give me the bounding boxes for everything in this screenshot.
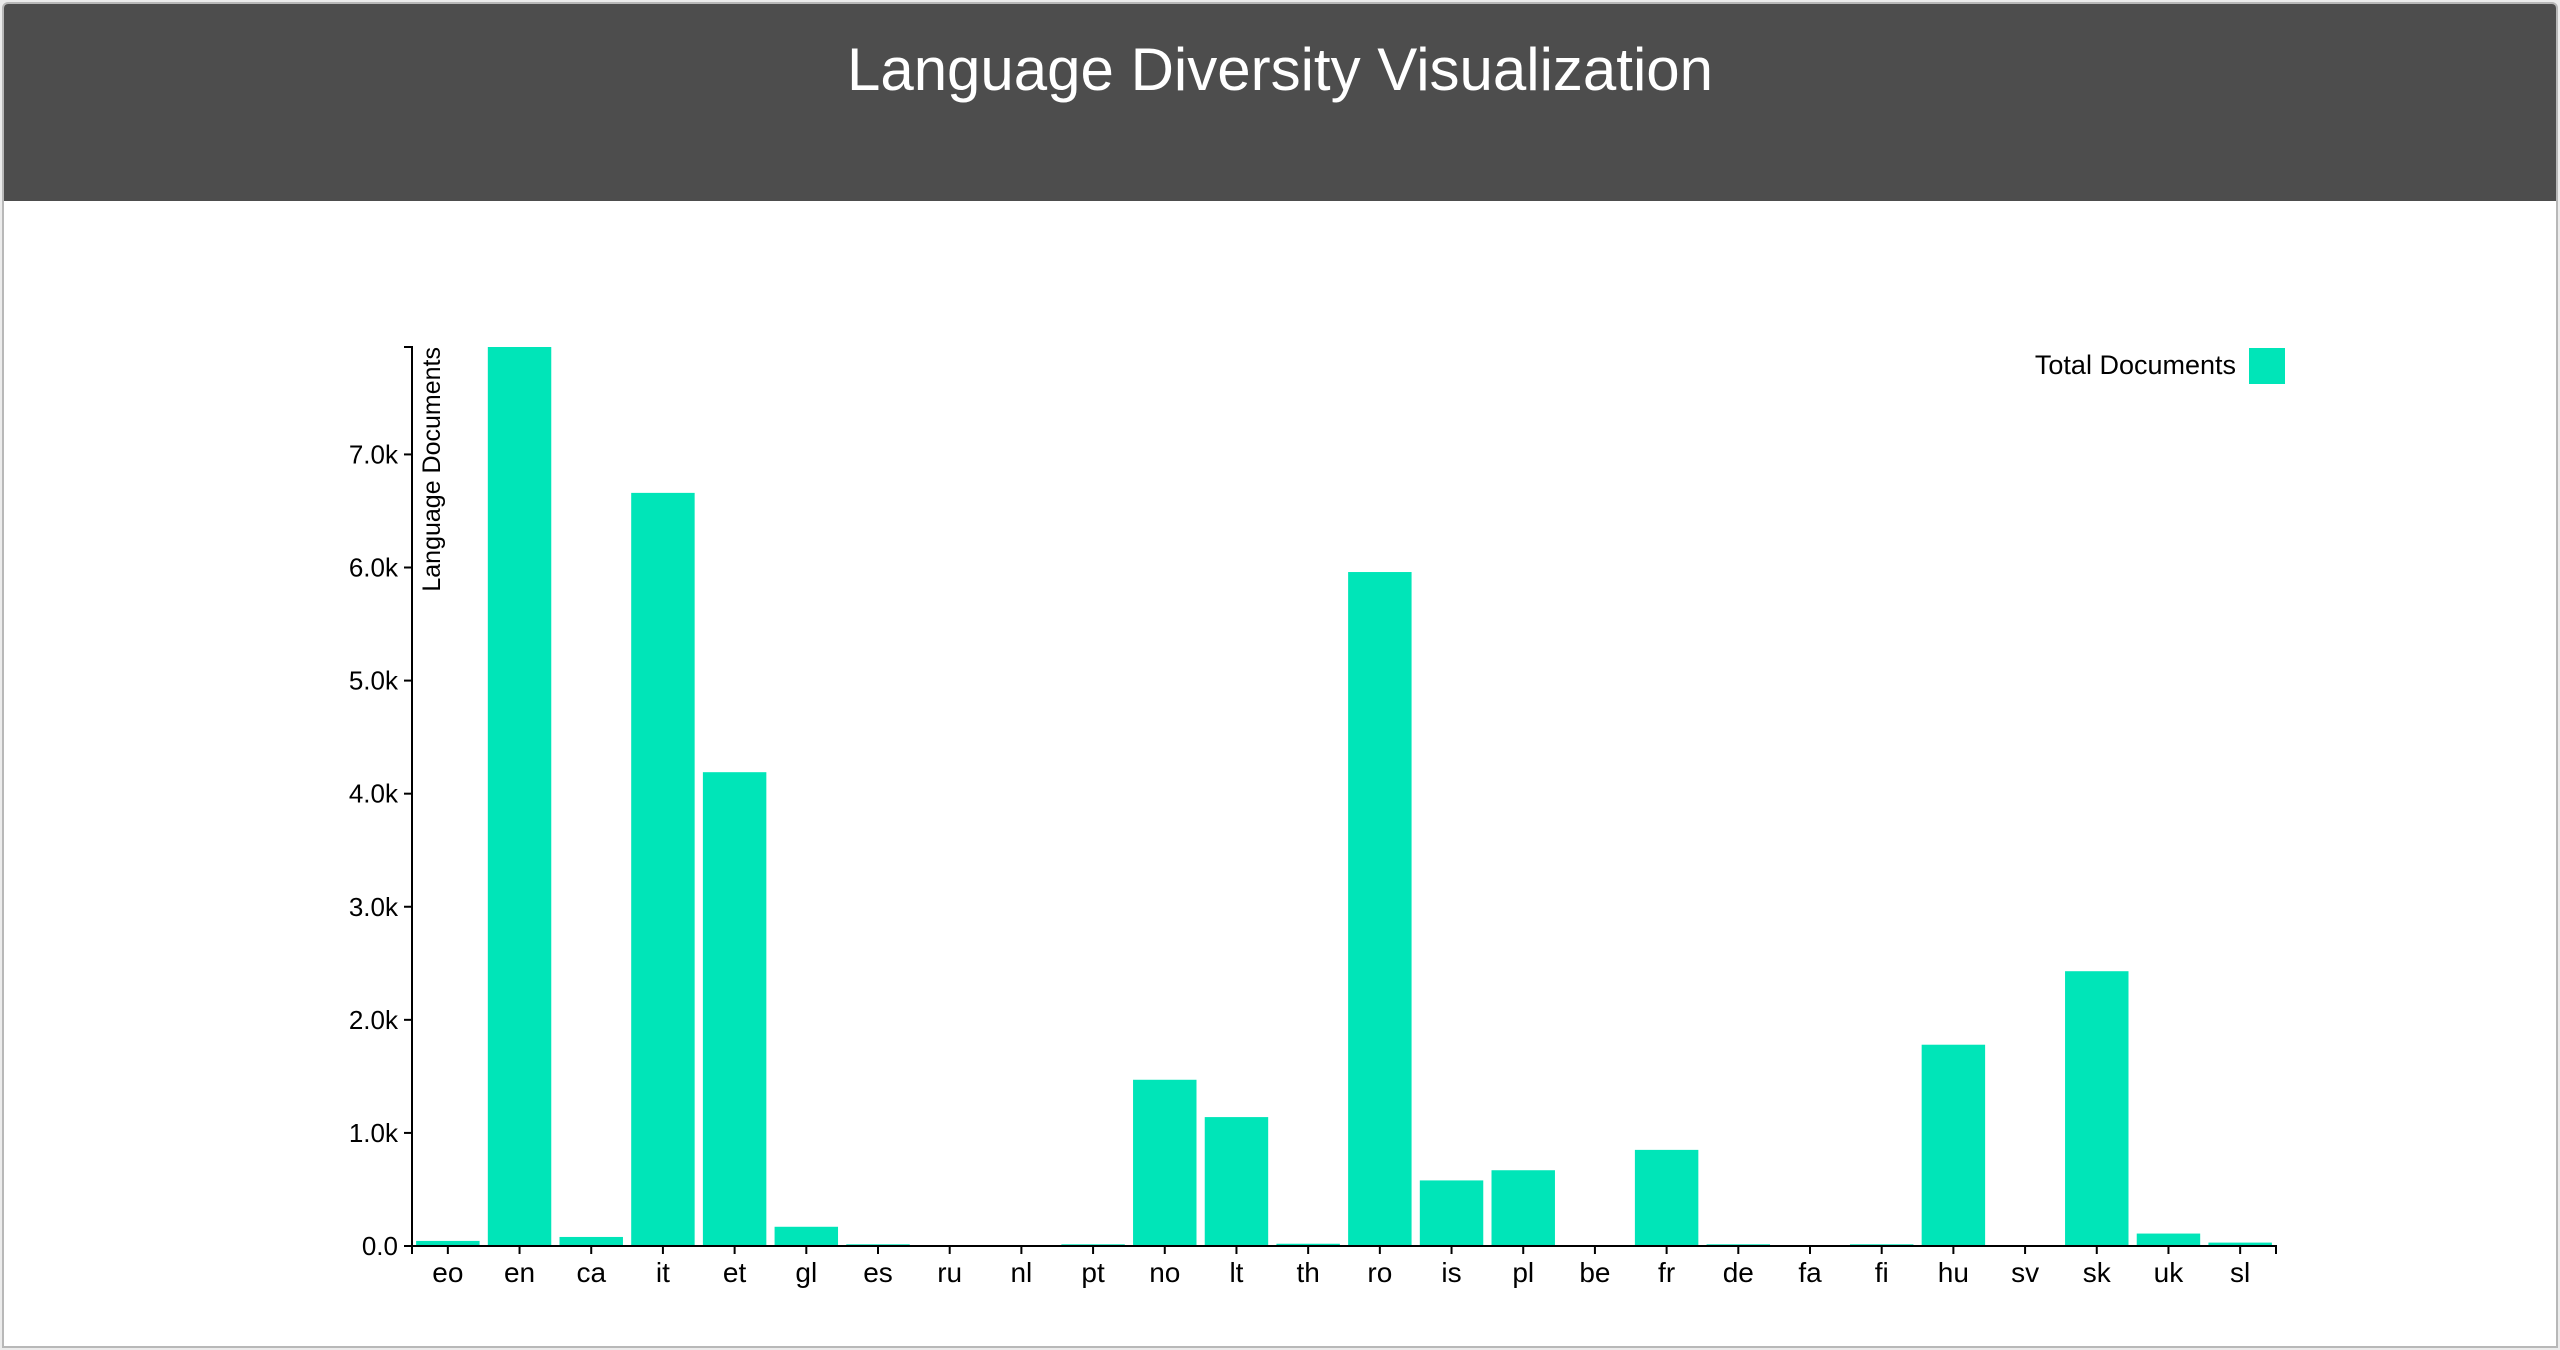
y-tick-label: 3.0k xyxy=(349,892,399,922)
x-tick-label-sv: sv xyxy=(2011,1257,2039,1288)
bar-et[interactable] xyxy=(702,772,767,1246)
bar-no[interactable] xyxy=(1133,1079,1197,1246)
x-tick-label-it: it xyxy=(656,1257,670,1288)
bar-chart: 0.0 1.0k 2.0k 3.0k 4.0k 5.0k 6.0k 7.0k eo en ca it… xyxy=(349,346,2285,1288)
bar-is[interactable] xyxy=(1419,1180,1484,1246)
x-tick-label-no: no xyxy=(1149,1257,1180,1288)
x-tick-label-fi: fi xyxy=(1875,1257,1889,1288)
x-tick-label-is: is xyxy=(1441,1257,1461,1288)
bar-sl[interactable] xyxy=(2208,1242,2272,1246)
bar-eo[interactable] xyxy=(416,1240,480,1246)
x-tick-label-ru: ru xyxy=(937,1257,962,1288)
y-axis-label: Language Documents xyxy=(418,347,446,592)
x-tick-label-ca: ca xyxy=(576,1257,606,1288)
x-tick-label-es: es xyxy=(863,1257,893,1288)
bar-uk[interactable] xyxy=(2136,1233,2201,1246)
bar-pl[interactable] xyxy=(1491,1170,1555,1246)
x-tick-label-ro: ro xyxy=(1367,1257,1392,1288)
y-tick-label: 1.0k xyxy=(349,1118,399,1148)
legend-swatch xyxy=(2249,348,2285,384)
x-tick-label-fr: fr xyxy=(1658,1257,1675,1288)
x-tick-label-be: be xyxy=(1579,1257,1610,1288)
x-axis-line xyxy=(411,1245,2277,1254)
x-tick-label-lt: lt xyxy=(1229,1257,1243,1288)
x-tick-label-pt: pt xyxy=(1081,1257,1105,1288)
bar-ro[interactable] xyxy=(1348,572,1412,1246)
x-tick-label-hu: hu xyxy=(1938,1257,1969,1288)
x-tick-label-en: en xyxy=(504,1257,535,1288)
page-header: Language Diversity Visualization xyxy=(4,4,2556,201)
x-tick-label-sk: sk xyxy=(2083,1257,2112,1288)
legend-label-total-documents: Total Documents xyxy=(2035,350,2236,380)
y-tick-label: 4.0k xyxy=(349,779,399,809)
page-title: Language Diversity Visualization xyxy=(846,36,1714,103)
bar-gl[interactable] xyxy=(774,1226,839,1246)
x-axis: eo en ca it et gl es ru nl pt no lt th ro is pl be fr de fa… xyxy=(411,1245,2277,1288)
bar-en[interactable] xyxy=(487,347,552,1246)
x-tick-label-th: th xyxy=(1296,1257,1319,1288)
y-axis-line xyxy=(404,346,413,1247)
y-axis: 0.0 1.0k 2.0k 3.0k 4.0k 5.0k 6.0k 7.0k xyxy=(349,346,413,1261)
x-tick-label-et: et xyxy=(723,1257,747,1288)
bar-it[interactable] xyxy=(631,492,695,1246)
bar-ca[interactable] xyxy=(559,1236,623,1246)
y-tick-label: 0.0 xyxy=(362,1231,398,1261)
y-tick-label: 5.0k xyxy=(349,666,399,696)
x-tick-label-eo: eo xyxy=(432,1257,463,1288)
y-tick-label: 2.0k xyxy=(349,1005,399,1035)
x-tick-label-sl: sl xyxy=(2230,1257,2250,1288)
bar-fr[interactable] xyxy=(1634,1149,1699,1246)
x-tick-label-uk: uk xyxy=(2154,1257,2185,1288)
x-tick-label-gl: gl xyxy=(795,1257,817,1288)
y-tick-label: 6.0k xyxy=(349,553,399,583)
chart-area: 0.0 1.0k 2.0k 3.0k 4.0k 5.0k 6.0k 7.0k eo en ca it… xyxy=(4,201,2556,1346)
x-tick-label-fa: fa xyxy=(1798,1257,1822,1288)
x-tick-label-pl: pl xyxy=(1512,1257,1534,1288)
legend: Total Documents xyxy=(2035,348,2285,384)
bar-sk[interactable] xyxy=(2065,971,2129,1246)
bar-hu[interactable] xyxy=(1921,1044,1986,1246)
x-tick-label-nl: nl xyxy=(1010,1257,1032,1288)
bars xyxy=(416,347,2272,1247)
x-tick-label-de: de xyxy=(1723,1257,1754,1288)
y-tick-label: 7.0k xyxy=(349,439,399,469)
bar-lt[interactable] xyxy=(1204,1117,1269,1246)
bar-th[interactable] xyxy=(1276,1243,1340,1246)
